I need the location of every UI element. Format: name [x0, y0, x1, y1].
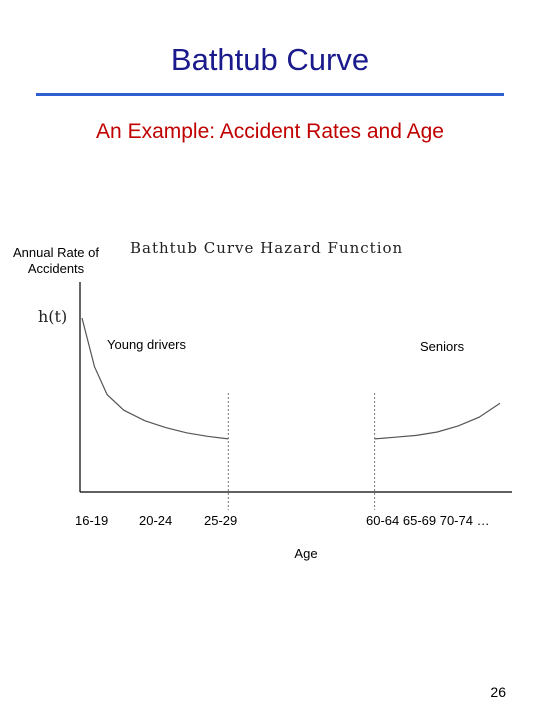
x-tick-label: 60-64 65-69 70-74 … — [366, 513, 490, 528]
x-axis-label: Age — [294, 546, 317, 561]
x-tick-label: 16-19 — [75, 513, 108, 528]
annotation-young-drivers: Young drivers — [107, 337, 187, 352]
annotation-seniors: Seniors — [420, 339, 465, 354]
y-axis-label-line1: Annual Rate of — [13, 245, 99, 260]
y-axis-symbol: h(t) — [38, 307, 67, 326]
y-axis-label-line2: Accidents — [28, 261, 85, 276]
page-number: 26 — [490, 684, 506, 700]
x-tick-label: 20-24 — [139, 513, 172, 528]
title-underline — [36, 93, 504, 96]
chart-title: Bathtub Curve Hazard Function — [130, 239, 403, 257]
hazard-curve-seniors — [374, 402, 501, 440]
slide-title: Bathtub Curve — [170, 42, 370, 77]
x-tick-label: 25-29 — [204, 513, 237, 528]
hazard-curve-young — [81, 317, 229, 440]
slide-subtitle: An Example: Accident Rates and Age — [96, 120, 444, 143]
